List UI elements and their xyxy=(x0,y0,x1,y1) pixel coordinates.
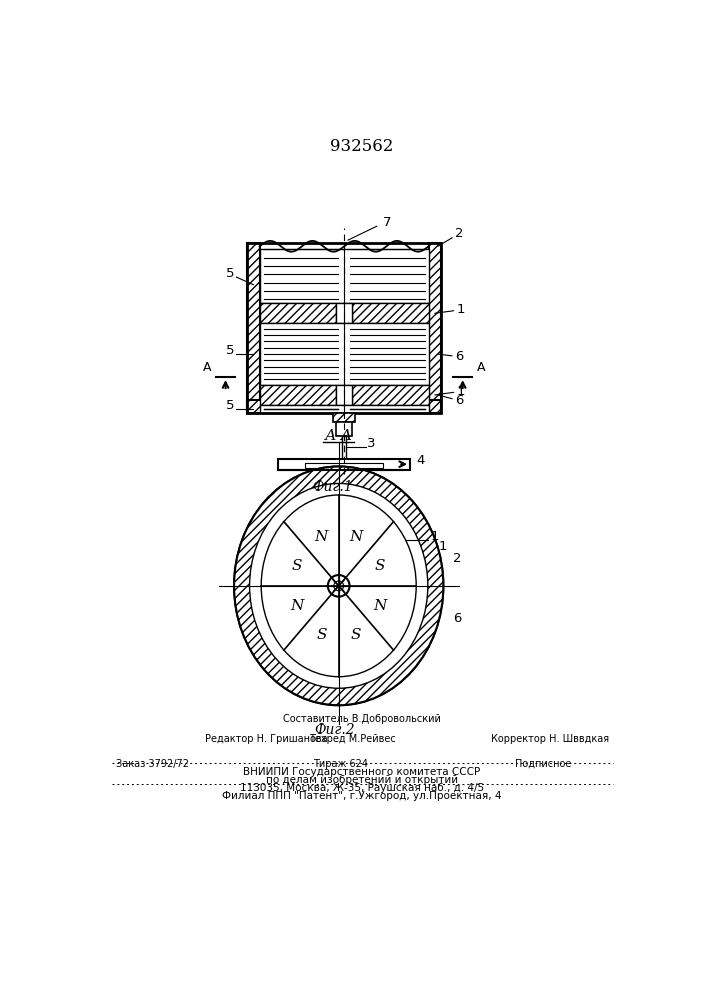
Text: А: А xyxy=(203,361,211,374)
Bar xyxy=(333,413,355,422)
Text: по делам изобретений и открытий: по делам изобретений и открытий xyxy=(266,775,458,785)
Bar xyxy=(352,303,428,323)
Bar xyxy=(337,303,352,323)
Text: N: N xyxy=(291,599,304,613)
Bar xyxy=(352,385,428,405)
Bar xyxy=(259,303,337,323)
Text: 1: 1 xyxy=(438,540,447,553)
Text: Фиг.2: Фиг.2 xyxy=(315,723,355,737)
Circle shape xyxy=(334,581,344,591)
Bar xyxy=(337,385,352,405)
Text: S: S xyxy=(316,628,327,642)
Text: S: S xyxy=(375,559,385,573)
Text: Фиг.1: Фиг.1 xyxy=(312,480,353,494)
Text: N: N xyxy=(373,599,387,613)
Text: 113035, Москва, Ж-35, Раушская наб., д. 4/5: 113035, Москва, Ж-35, Раушская наб., д. … xyxy=(240,783,484,793)
Bar xyxy=(259,249,428,303)
Text: А-А: А-А xyxy=(325,429,353,443)
Text: S: S xyxy=(292,559,303,573)
Text: 5: 5 xyxy=(226,267,235,280)
Bar xyxy=(247,400,441,413)
Text: 7: 7 xyxy=(382,216,391,229)
Text: 1: 1 xyxy=(435,385,465,398)
Text: Корректор Н. Шввдкая: Корректор Н. Шввдкая xyxy=(491,734,609,744)
Text: 1: 1 xyxy=(435,303,465,316)
Bar xyxy=(337,422,352,436)
Ellipse shape xyxy=(234,466,443,705)
Text: 6: 6 xyxy=(452,612,461,625)
Text: 5: 5 xyxy=(226,344,235,357)
Text: Заказ 3792/72: Заказ 3792/72 xyxy=(115,759,189,769)
Circle shape xyxy=(328,575,349,597)
Ellipse shape xyxy=(250,483,428,688)
Bar xyxy=(247,243,441,413)
Text: 5: 5 xyxy=(226,399,235,412)
Text: N: N xyxy=(349,530,363,544)
Text: 932562: 932562 xyxy=(330,138,394,155)
Text: 2: 2 xyxy=(452,552,461,565)
Text: Тираж 624: Тираж 624 xyxy=(313,759,368,769)
Bar xyxy=(341,436,346,459)
Text: 6: 6 xyxy=(438,350,463,363)
Bar xyxy=(259,323,428,385)
Text: ВНИИПИ Государственного комитета СССР: ВНИИПИ Государственного комитета СССР xyxy=(243,767,481,777)
Bar xyxy=(305,463,383,468)
Bar xyxy=(247,243,259,413)
Text: 1: 1 xyxy=(430,530,438,543)
Bar xyxy=(259,405,428,413)
Text: S: S xyxy=(351,628,361,642)
Text: Составитель В.Добровольский: Составитель В.Добровольский xyxy=(283,714,441,724)
Text: 4: 4 xyxy=(416,454,425,467)
Text: А: А xyxy=(477,361,486,374)
Text: 3: 3 xyxy=(368,437,376,450)
Text: 2: 2 xyxy=(438,227,464,246)
Bar xyxy=(259,385,337,405)
Text: Подписное: Подписное xyxy=(515,759,571,769)
Bar xyxy=(279,459,410,470)
Bar xyxy=(428,243,441,413)
Text: Техред М.Рейвес: Техред М.Рейвес xyxy=(309,734,396,744)
Text: 6: 6 xyxy=(438,394,463,407)
Text: Редактор Н. Гришанова: Редактор Н. Гришанова xyxy=(204,734,327,744)
Text: Филиал ППП "Патент", г.Ужгород, ул.Проектная, 4: Филиал ППП "Патент", г.Ужгород, ул.Проек… xyxy=(222,791,502,801)
Text: N: N xyxy=(315,530,328,544)
